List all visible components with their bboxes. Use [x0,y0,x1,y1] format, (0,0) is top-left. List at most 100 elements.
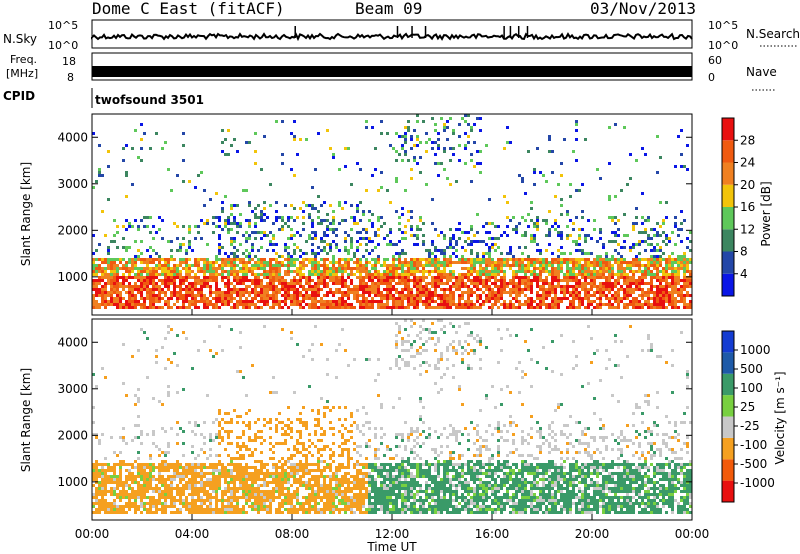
echo-cell [314,282,317,285]
echo-cell [206,306,209,309]
echo-cell [233,279,236,282]
echo-cell [107,276,110,279]
echo-cell [125,481,128,484]
echo-cell [248,424,251,427]
echo-cell [479,129,482,132]
echo-cell [101,484,104,487]
echo-cell [617,267,620,270]
echo-cell [110,285,113,288]
echo-cell [215,433,218,436]
echo-cell [260,490,263,493]
echo-cell [152,270,155,273]
echo-cell [212,231,215,234]
echo-cell [545,180,548,183]
echo-cell [302,267,305,270]
echo-cell [233,219,236,222]
echo-cell [554,285,557,288]
echo-cell [164,267,167,270]
echo-cell [188,303,191,306]
echo-cell [419,171,422,174]
echo-cell [479,150,482,153]
echo-cell [296,291,299,294]
echo-cell [278,264,281,267]
echo-cell [176,174,179,177]
echo-cell [188,505,191,508]
echo-cell [218,288,221,291]
echo-cell [383,270,386,273]
echo-cell [638,282,641,285]
echo-cell [206,481,209,484]
echo-cell [662,252,665,255]
echo-cell [203,261,206,264]
echo-cell [446,279,449,282]
echo-cell [365,261,368,264]
echo-cell [575,129,578,132]
echo-cell [164,282,167,285]
echo-cell [266,475,269,478]
echo-cell [134,481,137,484]
echo-cell [401,159,404,162]
echo-cell [656,300,659,303]
echo-cell [227,288,230,291]
echo-cell [413,273,416,276]
echo-cell [572,270,575,273]
echo-cell [395,273,398,276]
echo-cell [353,267,356,270]
echo-cell [284,258,287,261]
echo-cell [152,499,155,502]
echo-cell [245,249,248,252]
echo-cell [563,279,566,282]
echo-cell [200,258,203,261]
echo-cell [209,487,212,490]
echo-cell [206,499,209,502]
echo-cell [494,273,497,276]
echo-cell [296,246,299,249]
echo-cell [245,478,248,481]
echo-cell [140,261,143,264]
echo-cell [677,228,680,231]
echo-cell [191,493,194,496]
echo-cell [146,478,149,481]
echo-cell [161,496,164,499]
echo-cell [254,433,257,436]
echo-cell [107,469,110,472]
echo-cell [215,294,218,297]
echo-cell [194,469,197,472]
echo-cell [425,141,428,144]
echo-cell [197,294,200,297]
echo-cell [230,460,233,463]
echo-cell [236,288,239,291]
echo-cell [362,255,365,258]
echo-cell [236,291,239,294]
echo-cell [113,493,116,496]
echo-cell [146,276,149,279]
echo-cell [311,261,314,264]
echo-cell [248,234,251,237]
echo-cell [389,291,392,294]
echo-cell [242,487,245,490]
echo-cell [359,294,362,297]
echo-cell [197,270,200,273]
echo-cell [404,252,407,255]
noise-line [91,32,693,42]
echo-cell [146,288,149,291]
echo-cell [239,508,242,511]
echo-cell [209,466,212,469]
echo-cell [677,294,680,297]
echo-cell [611,255,614,258]
echo-cell [500,252,503,255]
echo-cell [143,481,146,484]
echo-cell [239,466,242,469]
echo-cell [155,288,158,291]
echo-cell [134,273,137,276]
echo-cell [170,189,173,192]
echo-cell [269,475,272,478]
echo-cell [611,219,614,222]
echo-cell [647,294,650,297]
echo-cell [674,165,677,168]
echo-cell [254,499,257,502]
echo-cell [572,297,575,300]
echo-cell [668,285,671,288]
echo-cell [236,258,239,261]
echo-cell [653,246,656,249]
